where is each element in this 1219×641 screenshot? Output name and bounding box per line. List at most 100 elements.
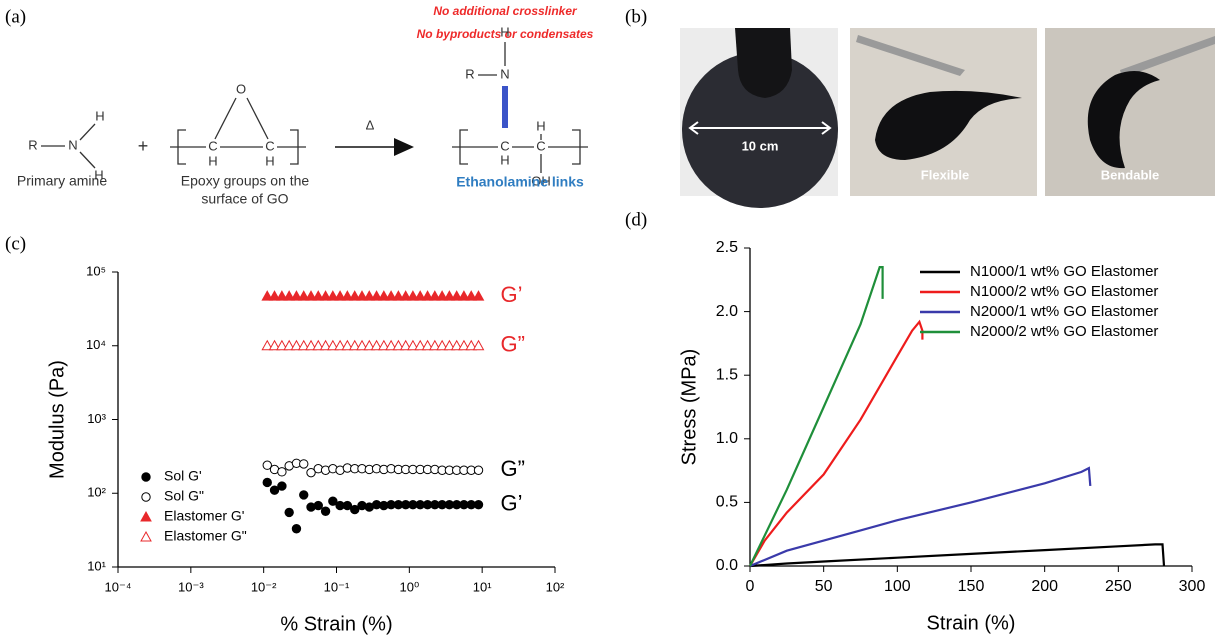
x-tick-label: 10⁻³	[178, 579, 204, 594]
x-tick-label: 300	[1179, 578, 1206, 595]
marker	[277, 481, 287, 491]
end-label: G’	[501, 282, 523, 307]
bond	[41, 123, 96, 169]
legend-marker	[141, 492, 151, 502]
note: No additional crosslinker	[433, 4, 578, 18]
marker	[348, 339, 361, 351]
x-tick-label: 10⁻⁴	[105, 579, 132, 594]
marker	[407, 290, 419, 301]
x-tick-label: 200	[1031, 578, 1058, 595]
marker	[268, 290, 281, 301]
marker	[313, 500, 323, 511]
marker	[319, 339, 332, 351]
marker	[326, 339, 339, 351]
y-tick-label: 10¹	[87, 558, 106, 573]
bond	[452, 42, 588, 173]
y-axis-label: Stress (MPa)	[678, 349, 700, 466]
marker	[312, 290, 325, 301]
marker	[356, 290, 368, 301]
marker	[284, 507, 294, 518]
caption: Primary amine	[17, 173, 107, 189]
y-tick-label: 10²	[87, 485, 106, 500]
caption: surface of GO	[201, 191, 288, 207]
y-axis-label: Modulus (Pa)	[46, 360, 68, 479]
marker	[436, 339, 448, 351]
x-tick-label: 10⁻¹	[324, 579, 350, 594]
x-axis-label: Strain (%)	[927, 612, 1016, 634]
marker	[370, 339, 383, 351]
y-tick-label: 1.5	[716, 366, 738, 383]
marker	[261, 290, 274, 301]
film	[875, 90, 1022, 160]
marker	[283, 290, 296, 301]
marker	[407, 339, 419, 351]
x-tick-label: 10⁰	[399, 579, 419, 594]
marker	[291, 524, 302, 534]
caption: Ethanolamine links	[456, 174, 584, 190]
panel-b: (b) 10 cm Flexible Bendable	[625, 6, 1215, 208]
atom: H	[500, 24, 509, 39]
marker	[276, 290, 288, 301]
marker	[465, 290, 478, 301]
y-tick-label: 0.5	[716, 494, 738, 511]
marker	[356, 339, 368, 351]
scale-arrow	[688, 121, 832, 135]
marker	[350, 504, 360, 515]
marker	[378, 290, 390, 301]
line	[749, 543, 1166, 568]
marker	[399, 290, 412, 301]
atom: N	[68, 137, 77, 152]
marker	[363, 339, 376, 351]
marker	[326, 290, 339, 301]
x-tick-label: 10⁻²	[251, 579, 277, 594]
marker	[299, 490, 309, 500]
marker	[319, 290, 332, 301]
marker	[450, 339, 463, 351]
legend-marker	[141, 472, 151, 482]
panel-label: (d)	[625, 209, 647, 230]
x-tick-label: 150	[958, 578, 985, 595]
panel-label: (a)	[5, 6, 26, 27]
marker	[472, 339, 485, 351]
marker	[348, 290, 361, 301]
x-tick-label: 10²	[546, 579, 565, 594]
atom: R	[28, 137, 37, 152]
marker	[428, 290, 441, 301]
marker	[305, 339, 317, 351]
marker	[341, 339, 354, 351]
photo	[1045, 28, 1215, 196]
marker	[342, 500, 353, 511]
legend-label: Sol G"	[164, 488, 204, 504]
marker	[473, 499, 484, 510]
atom: N	[500, 66, 509, 81]
marker	[262, 477, 272, 488]
atom: R	[465, 66, 474, 81]
legend-label: Sol G'	[164, 468, 202, 484]
line	[749, 266, 884, 567]
disc	[682, 52, 838, 208]
marker	[436, 290, 448, 301]
marker	[443, 290, 456, 301]
marker	[458, 339, 470, 351]
marker	[392, 290, 405, 301]
atom: OH	[531, 173, 551, 188]
legend-marker	[140, 510, 152, 522]
y-tick-label: 2.0	[716, 303, 738, 320]
marker	[399, 339, 412, 351]
marker	[334, 290, 346, 301]
legend-label: N1000/2 wt% GO Elastomer	[970, 283, 1158, 300]
marker	[277, 467, 287, 477]
legend-label: Elastomer G"	[164, 528, 247, 544]
legend-marker	[140, 530, 152, 542]
end-label: G’	[501, 490, 523, 515]
panel-label: (b)	[625, 6, 647, 27]
atom: O	[236, 81, 246, 96]
marker	[297, 290, 310, 301]
x-axis-label: % Strain (%)	[280, 613, 392, 635]
atom: C	[208, 138, 217, 153]
marker	[320, 506, 331, 516]
photo-label: Bendable	[1101, 167, 1160, 182]
marker	[283, 339, 296, 351]
heat: Δ	[366, 117, 375, 132]
new-bond	[502, 86, 508, 128]
